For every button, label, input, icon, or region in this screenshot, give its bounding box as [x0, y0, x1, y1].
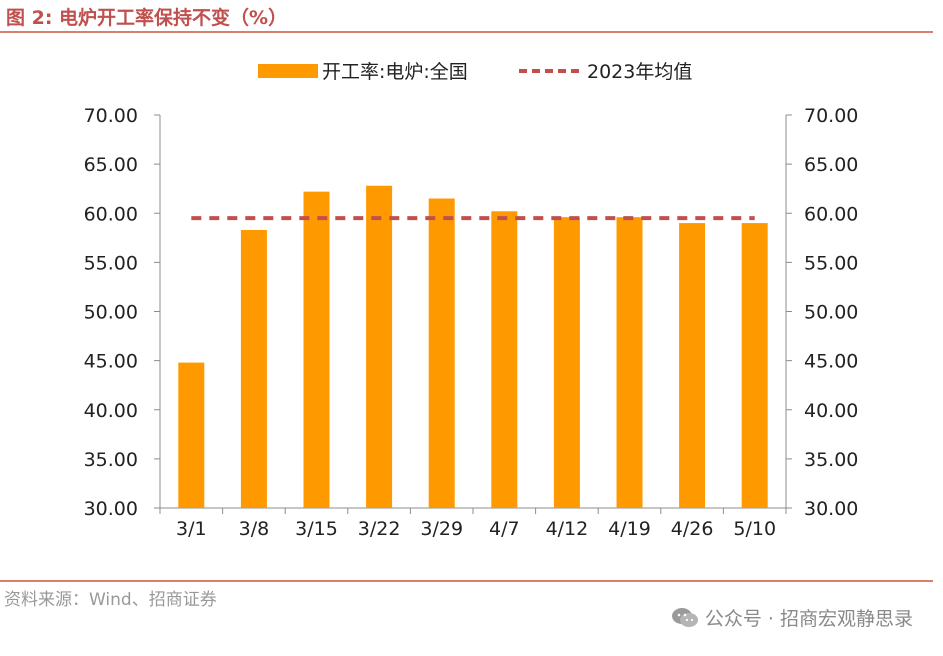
bar	[491, 211, 518, 508]
bar	[303, 191, 330, 508]
legend: 开工率:电炉:全国 2023年均值	[0, 57, 943, 83]
y-tick-label-left: 45.00	[84, 351, 138, 373]
y-tick-label-right: 70.00	[804, 105, 858, 127]
y-tick-label-right: 30.00	[804, 498, 858, 520]
y-tick-label-left: 65.00	[84, 154, 138, 176]
x-tick-label: 3/22	[358, 518, 401, 540]
y-tick-label-right: 60.00	[804, 203, 858, 225]
y-tick-label-left: 70.00	[84, 105, 138, 127]
title-rule	[0, 31, 933, 33]
x-tick-label: 3/1	[176, 518, 207, 540]
x-tick-label: 4/19	[608, 518, 651, 540]
y-tick-label-left: 50.00	[84, 302, 138, 324]
x-tick-label: 4/7	[489, 518, 520, 540]
bar	[428, 198, 455, 508]
legend-label-avg: 2023年均值	[587, 61, 693, 83]
bar	[741, 223, 768, 508]
watermark-text: 公众号 · 招商宏观静思录	[704, 608, 913, 630]
y-tick-label-left: 60.00	[84, 203, 138, 225]
legend-item-avg: 2023年均值	[519, 57, 692, 84]
y-tick-label-left: 40.00	[84, 400, 138, 422]
y-tick-label-left: 30.00	[84, 498, 138, 520]
bar	[553, 217, 580, 508]
x-tick-label: 3/15	[295, 518, 338, 540]
wechat-icon	[671, 607, 698, 627]
y-tick-label-right: 40.00	[804, 400, 858, 422]
bar	[616, 217, 643, 508]
chart: 30.00 35.00 40.00 45.00 50.00 55.00 60.00 65.00…	[84, 105, 859, 540]
bar	[178, 362, 205, 508]
y-tick-label-right: 45.00	[804, 351, 858, 373]
figure-title: 图 2: 电炉开工率保持不变（%）	[6, 7, 288, 29]
y-tick-label-right: 35.00	[804, 449, 858, 471]
y-tick-label-right: 50.00	[804, 302, 858, 324]
source-note: 资料来源：Wind、招商证券	[4, 590, 217, 610]
x-tick-label: 3/8	[239, 518, 270, 540]
legend-swatch-avg	[519, 68, 579, 73]
legend-item-bar: 开工率:电炉:全国	[258, 57, 468, 84]
x-tick-label: 5/10	[733, 518, 776, 540]
y-tick-label-right: 55.00	[804, 252, 858, 274]
bar	[240, 229, 267, 508]
bar	[679, 223, 706, 508]
y-tick-label-left: 55.00	[84, 252, 138, 274]
x-tick-label: 3/29	[420, 518, 463, 540]
source-rule	[0, 580, 933, 582]
legend-swatch-bar	[258, 63, 318, 78]
legend-label-bar: 开工率:电炉:全国	[322, 61, 468, 83]
x-tick-label: 4/26	[671, 518, 714, 540]
x-tick-label: 4/12	[546, 518, 589, 540]
y-tick-label-left: 35.00	[84, 449, 138, 471]
watermark: 公众号 · 招商宏观静思录	[671, 604, 913, 631]
bar	[366, 185, 393, 509]
y-tick-label-right: 65.00	[804, 154, 858, 176]
